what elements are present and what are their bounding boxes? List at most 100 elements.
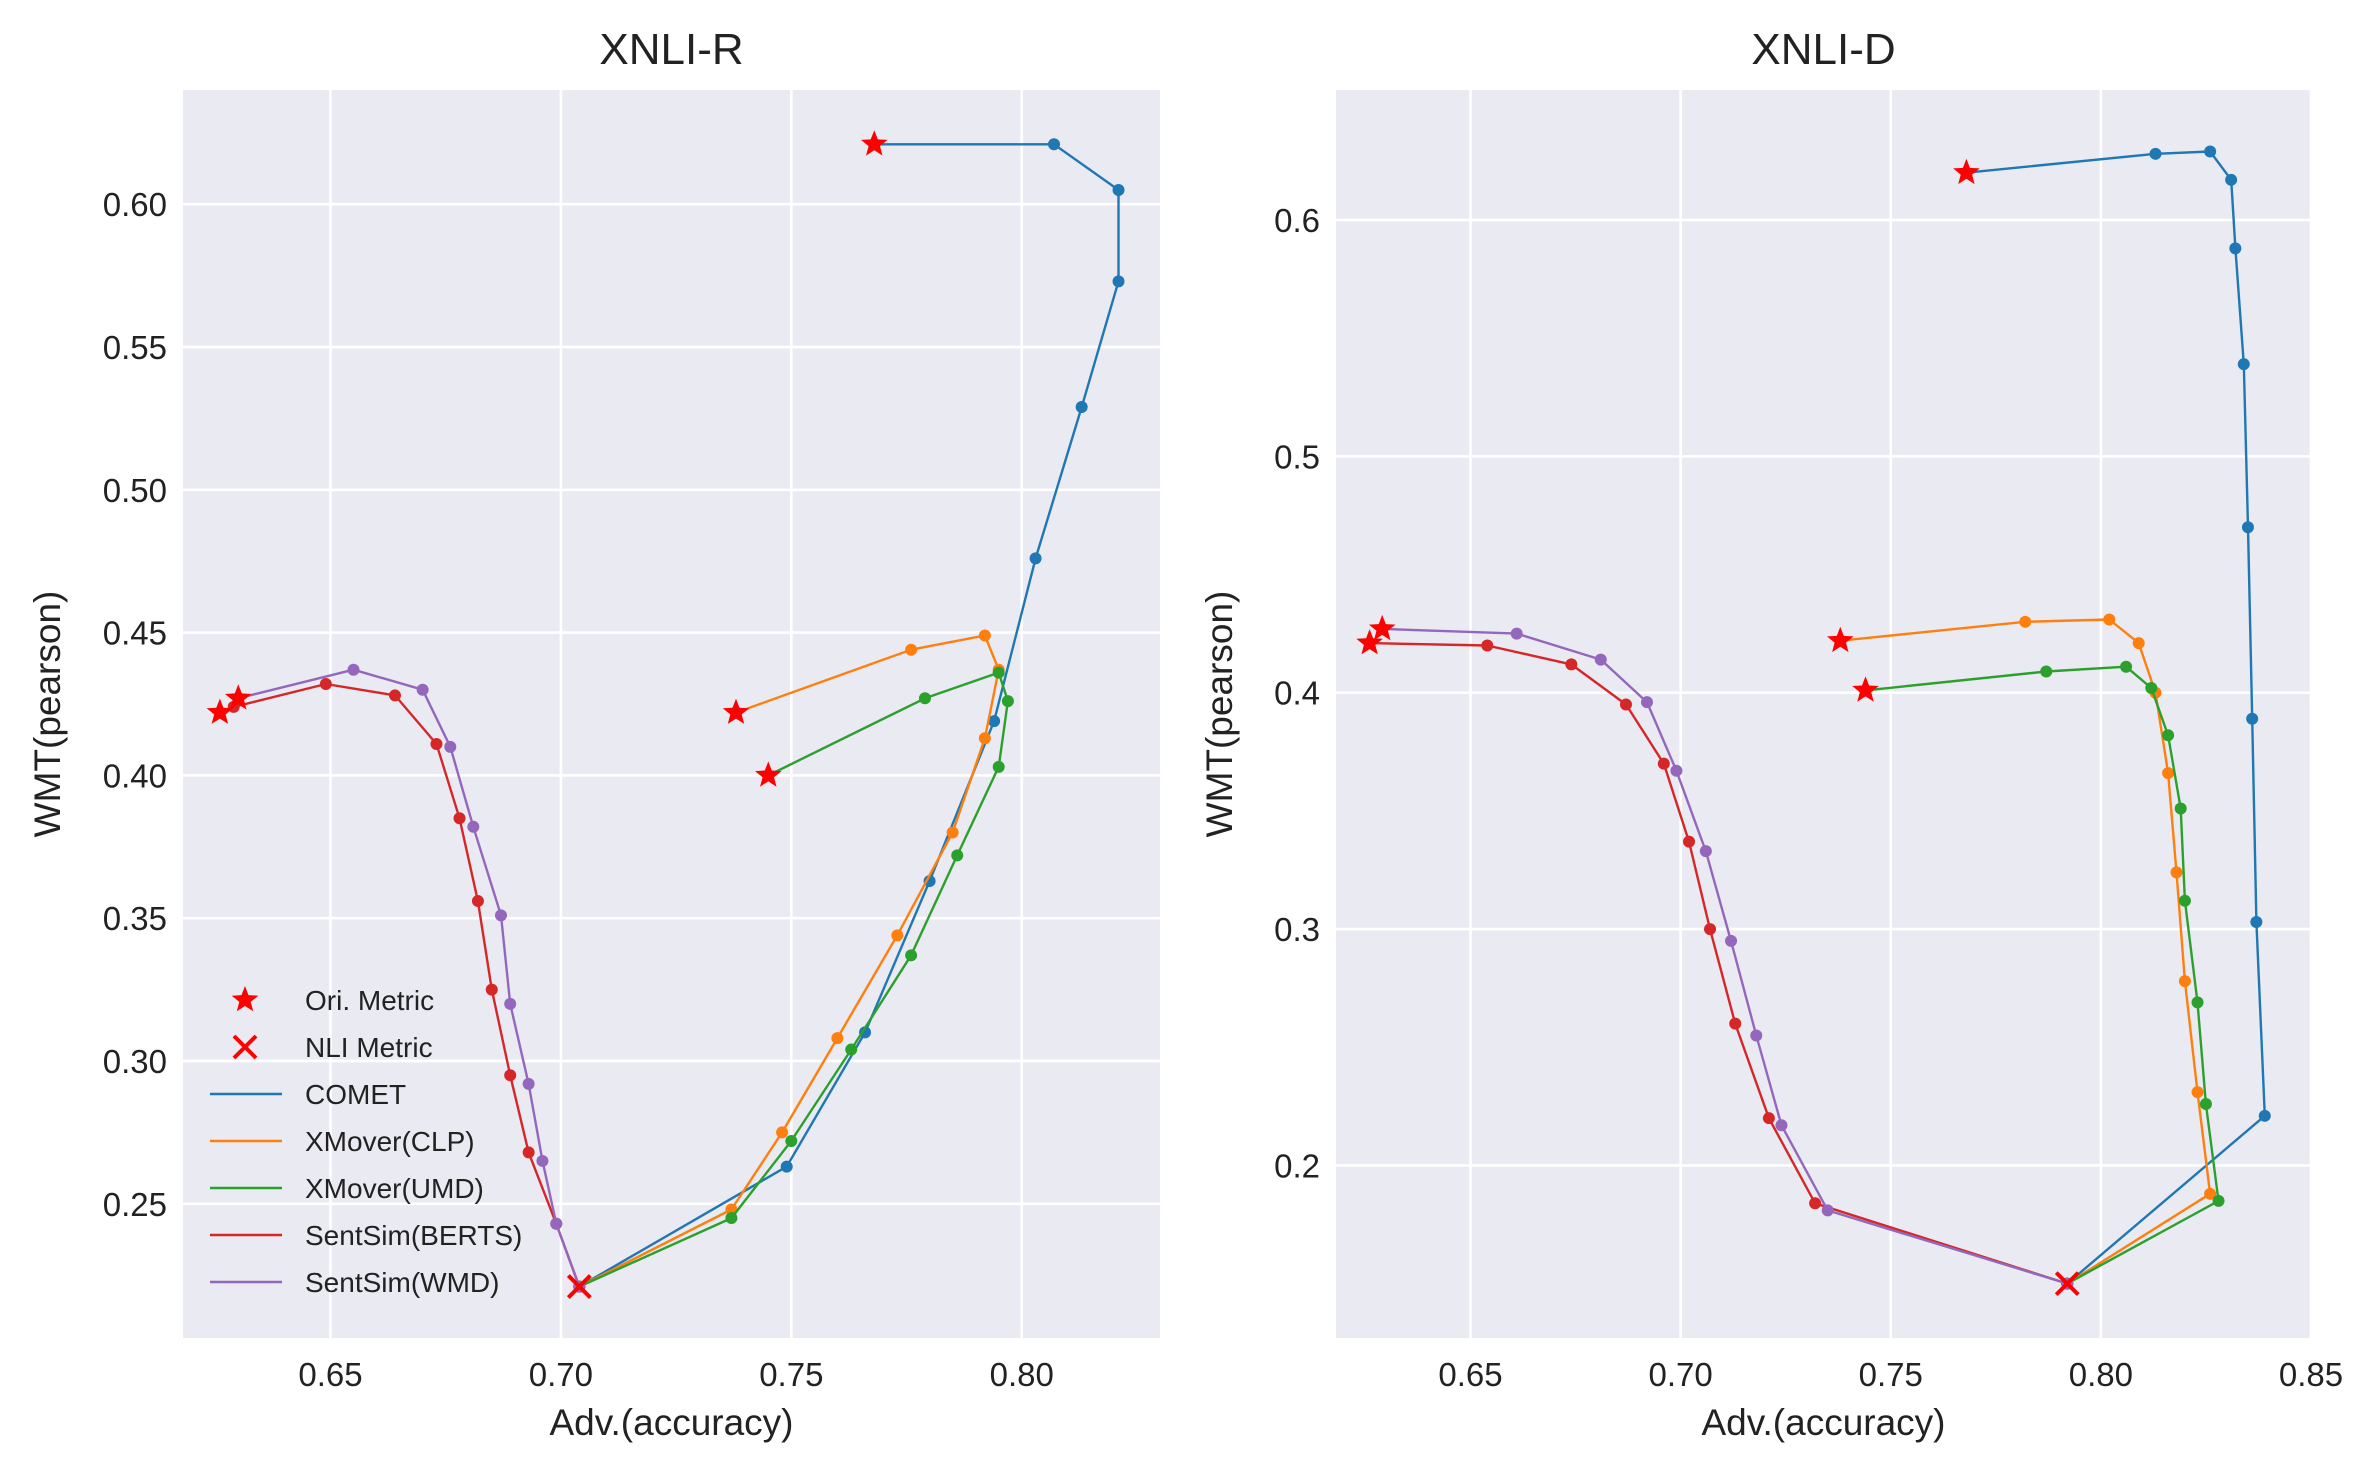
data-point-xmover-umd — [2199, 1098, 2212, 1110]
data-point-comet — [2225, 173, 2238, 186]
data-point-xmover-umd — [992, 760, 1005, 773]
data-point-xmover-clp — [2204, 1187, 2217, 1200]
data-point-comet — [1029, 552, 1042, 565]
data-point-xmover-umd — [1001, 695, 1014, 708]
x-tick-label: 0.80 — [990, 1356, 1054, 1393]
data-point-sentsim-wmd — [1640, 696, 1653, 709]
y-tick-label: 0.40 — [103, 757, 167, 794]
ori-metric-marker — [1368, 614, 1396, 641]
data-point-sentsim-berts — [1657, 757, 1670, 770]
y-tick-label: 0.25 — [103, 1186, 167, 1223]
legend-label: SentSim(WMD) — [305, 1267, 499, 1298]
legend-label: XMover(UMD) — [305, 1173, 484, 1204]
data-point-xmover-clp — [2019, 615, 2032, 628]
ori-metric-marker — [206, 698, 234, 724]
y-axis-label: WMT(pearson) — [1199, 591, 1240, 838]
data-point-sentsim-berts — [1729, 1017, 1742, 1030]
legend-label: XMover(CLP) — [305, 1126, 475, 1157]
data-point-sentsim-wmd — [536, 1154, 549, 1167]
data-point-xmover-clp — [776, 1126, 789, 1139]
data-point-xmover-clp — [2132, 637, 2145, 650]
data-point-sentsim-wmd — [347, 663, 360, 676]
data-point-sentsim-berts — [1619, 698, 1632, 711]
y-tick-label: 0.30 — [103, 1043, 167, 1080]
data-point-comet — [859, 1026, 872, 1039]
x-tick-label: 0.80 — [2069, 1356, 2133, 1393]
data-point-xmover-clp — [946, 826, 959, 839]
y-tick-label: 0.55 — [103, 329, 167, 366]
data-point-xmover-clp — [831, 1032, 844, 1045]
data-point-comet — [780, 1160, 793, 1173]
data-point-sentsim-berts — [1809, 1197, 1822, 1210]
ori-metric-marker — [755, 761, 782, 787]
data-point-comet — [1048, 138, 1061, 151]
data-point-sentsim-berts — [430, 737, 443, 750]
legend-x-icon — [232, 1034, 258, 1060]
nli-metric-marker — [566, 1274, 592, 1300]
data-point-sentsim-wmd — [1775, 1119, 1788, 1132]
data-point-sentsim-berts — [388, 689, 401, 702]
data-point-xmover-clp — [2191, 1086, 2204, 1099]
data-point-comet — [2149, 147, 2162, 160]
legend: Ori. Metric NLI Metric COMET XMover(CLP) XMo… — [210, 985, 522, 1298]
x-tick-label: 0.65 — [1438, 1356, 1502, 1393]
data-point-xmover-clp — [978, 732, 991, 745]
x-tick-label: 0.85 — [2279, 1356, 2343, 1393]
data-point-sentsim-wmd — [1750, 1029, 1763, 1042]
legend-star-icon — [231, 986, 259, 1012]
x-tick-label: 0.65 — [298, 1356, 362, 1393]
data-point-sentsim-berts — [471, 895, 484, 908]
y-tick-label: 0.2 — [1274, 1147, 1320, 1184]
plot-area — [1336, 90, 2311, 1338]
data-point-sentsim-wmd — [444, 740, 457, 753]
y-axis-label: WMT(pearson) — [27, 591, 68, 838]
series-line-sentsim-berts — [219, 682, 581, 1288]
x-axis-label: Adv.(accuracy) — [550, 1402, 794, 1443]
data-point-xmover-umd — [992, 666, 1005, 679]
data-point-comet — [1112, 183, 1125, 196]
data-point-xmover-clp — [891, 929, 904, 942]
ori-metric-marker — [1852, 676, 1879, 702]
legend-label: COMET — [305, 1079, 406, 1110]
data-point-comet — [1075, 400, 1088, 413]
data-point-comet — [2204, 145, 2217, 158]
data-point-sentsim-berts — [1565, 658, 1578, 671]
data-point-xmover-umd — [2145, 682, 2158, 694]
x-tick-label: 0.75 — [759, 1356, 823, 1393]
data-point-sentsim-wmd — [1594, 653, 1607, 666]
chart-xnli-r: 0.65 0.70 0.75 0.80 0.25 0.30 0.35 0.40 0.45 0.50… — [27, 25, 1160, 1443]
chart-xnli-d: 0.65 0.70 0.75 0.80 0.85 0.2 0.3 0.4 0.5 0.6 XNLI-… — [1199, 25, 2343, 1443]
data-point-comet — [1112, 275, 1125, 288]
data-point-sentsim-berts — [485, 983, 498, 996]
data-point-xmover-clp — [905, 643, 918, 656]
y-tick-label: 0.50 — [103, 472, 167, 509]
data-point-xmover-clp — [2178, 975, 2191, 988]
x-tick-label: 0.70 — [1648, 1356, 1712, 1393]
data-point-sentsim-wmd — [1699, 845, 1712, 858]
data-point-comet — [2246, 712, 2259, 725]
data-point-sentsim-berts — [453, 812, 466, 825]
data-point-xmover-umd — [725, 1212, 738, 1225]
plot-area — [183, 90, 1160, 1338]
data-point-sentsim-berts — [522, 1146, 535, 1159]
y-tick-label: 0.6 — [1274, 202, 1320, 239]
y-tick-label: 0.45 — [103, 615, 167, 652]
data-point-xmover-clp — [978, 629, 991, 642]
data-point-sentsim-wmd — [416, 683, 429, 696]
data-point-sentsim-wmd — [494, 909, 507, 922]
x-tick-label: 0.70 — [529, 1356, 593, 1393]
ori-metric-marker — [1953, 158, 1980, 185]
ori-metric-marker — [1827, 626, 1854, 653]
chart-title: XNLI-R — [599, 25, 743, 74]
data-point-xmover-clp — [2170, 866, 2183, 879]
data-point-sentsim-berts — [1683, 835, 1696, 848]
data-point-xmover-umd — [845, 1043, 858, 1056]
data-point-xmover-umd — [951, 849, 964, 862]
x-axis-label: Adv.(accuracy) — [1702, 1402, 1946, 1443]
data-point-xmover-umd — [785, 1134, 798, 1147]
y-tick-label: 0.3 — [1274, 911, 1320, 948]
data-point-sentsim-wmd — [522, 1077, 535, 1090]
data-point-comet — [988, 715, 1001, 728]
ori-metric-marker — [1356, 629, 1383, 655]
